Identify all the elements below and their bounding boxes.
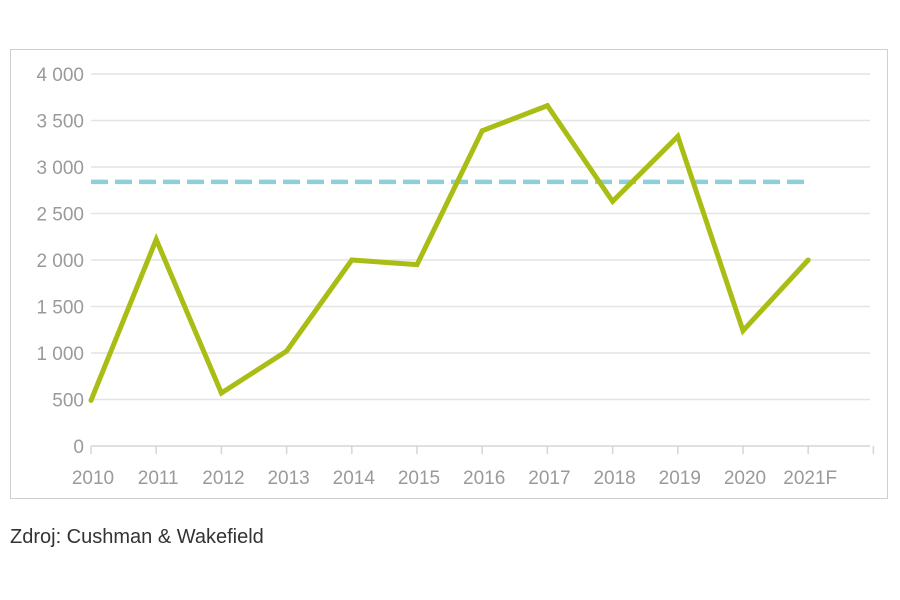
x-tick-label: 2019 bbox=[659, 468, 701, 489]
y-tick-label: 0 bbox=[73, 437, 84, 458]
x-tick-label: 2021F bbox=[783, 468, 837, 489]
x-tick-label: 2018 bbox=[593, 468, 635, 489]
y-tick-label: 2 500 bbox=[36, 205, 84, 226]
data-point bbox=[414, 262, 420, 268]
data-point bbox=[675, 133, 681, 139]
series-line bbox=[88, 102, 811, 402]
gridlines bbox=[91, 73, 870, 401]
source-note: Zdroj: Cushman & Wakefield bbox=[10, 526, 264, 548]
y-tick-label: 3 000 bbox=[36, 158, 84, 179]
y-tick-label: 2 000 bbox=[36, 251, 84, 272]
data-point bbox=[349, 257, 355, 263]
y-tick-label: 3 500 bbox=[36, 112, 84, 133]
x-tick-label: 2014 bbox=[333, 468, 376, 489]
data-point bbox=[544, 103, 550, 109]
y-tick-label: 1 500 bbox=[36, 298, 84, 319]
data-point bbox=[740, 328, 746, 334]
x-tick-label: 2017 bbox=[528, 468, 570, 489]
data-point bbox=[153, 237, 159, 243]
data-point bbox=[610, 198, 616, 204]
x-tick-label: 2020 bbox=[724, 468, 766, 489]
data-point bbox=[479, 128, 485, 134]
y-tick-label: 500 bbox=[52, 391, 84, 412]
data-point bbox=[284, 348, 290, 354]
y-tick-label: 1 000 bbox=[36, 344, 84, 365]
x-tick-label: 2016 bbox=[463, 468, 505, 489]
x-tick-label: 2010 bbox=[72, 468, 114, 489]
x-axis-tick-labels: 2010 2011 2012 2013 2014 2015 2016 2017 2018 2019… bbox=[72, 468, 837, 489]
y-axis-tick-labels: 0 500 1 000 1 500 2 000 2 500 3 000 3 500 4 000 bbox=[36, 65, 84, 458]
data-point bbox=[88, 397, 94, 403]
axes bbox=[90, 445, 875, 454]
x-tick-label: 2012 bbox=[202, 468, 244, 489]
data-point bbox=[805, 257, 811, 263]
x-tick-label: 2013 bbox=[267, 468, 309, 489]
y-tick-label: 4 000 bbox=[36, 65, 84, 86]
chart-frame bbox=[10, 49, 888, 499]
data-point bbox=[218, 390, 224, 396]
x-tick-label: 2011 bbox=[138, 468, 179, 489]
x-tick-label: 2015 bbox=[398, 468, 440, 489]
series-group bbox=[88, 102, 811, 403]
